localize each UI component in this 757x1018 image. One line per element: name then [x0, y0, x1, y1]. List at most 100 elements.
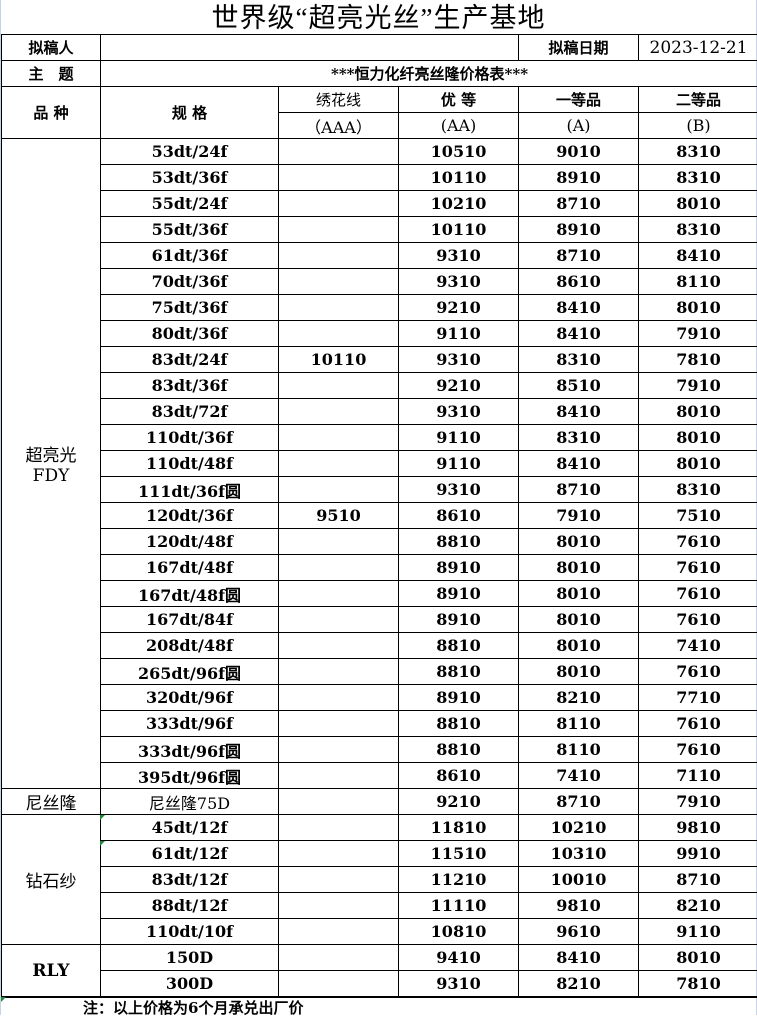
embroidery-price[interactable]	[279, 971, 399, 997]
second-grade-price[interactable]: 9110	[639, 919, 757, 945]
second-grade-price[interactable]: 7810	[639, 347, 757, 373]
second-grade-price[interactable]: 7610	[639, 711, 757, 737]
spec-cell[interactable]: 75dt/36f	[101, 295, 279, 321]
second-grade-price[interactable]: 8210	[639, 893, 757, 919]
premium-price[interactable]: 8810	[399, 737, 519, 763]
spec-cell[interactable]: 尼丝隆75D	[101, 789, 279, 815]
first-grade-price[interactable]: 8710	[519, 191, 639, 217]
embroidery-price[interactable]	[279, 685, 399, 711]
second-grade-price[interactable]: 8410	[639, 243, 757, 269]
premium-price[interactable]: 9210	[399, 789, 519, 815]
embroidery-price[interactable]	[279, 815, 399, 841]
first-grade-price[interactable]: 8410	[519, 451, 639, 477]
first-grade-price[interactable]: 8210	[519, 685, 639, 711]
premium-price[interactable]: 11210	[399, 867, 519, 893]
spec-cell[interactable]: 61dt/36f	[101, 243, 279, 269]
spec-cell[interactable]: 83dt/36f	[101, 373, 279, 399]
spec-cell[interactable]: 55dt/36f	[101, 217, 279, 243]
spec-cell[interactable]: 265dt/96f圆	[101, 659, 279, 685]
first-grade-price[interactable]: 10210	[519, 815, 639, 841]
spec-cell[interactable]: 208dt/48f	[101, 633, 279, 659]
embroidery-price[interactable]	[279, 425, 399, 451]
spec-cell[interactable]: 395dt/96f圆	[101, 763, 279, 789]
spec-cell[interactable]: 300D	[101, 971, 279, 997]
embroidery-price[interactable]	[279, 217, 399, 243]
second-grade-price[interactable]: 8010	[639, 295, 757, 321]
embroidery-price[interactable]	[279, 659, 399, 685]
premium-price[interactable]: 11110	[399, 893, 519, 919]
premium-price[interactable]: 9310	[399, 399, 519, 425]
premium-price[interactable]: 9310	[399, 477, 519, 503]
premium-price[interactable]: 10510	[399, 139, 519, 165]
second-grade-price[interactable]: 7610	[639, 581, 757, 607]
embroidery-price[interactable]	[279, 165, 399, 191]
spec-cell[interactable]: 167dt/48f圆	[101, 581, 279, 607]
second-grade-price[interactable]: 7510	[639, 503, 757, 529]
second-grade-price[interactable]: 7610	[639, 737, 757, 763]
second-grade-price[interactable]: 7910	[639, 321, 757, 347]
premium-price[interactable]: 8910	[399, 581, 519, 607]
spec-cell[interactable]: 70dt/36f	[101, 269, 279, 295]
spec-cell[interactable]: 333dt/96f圆	[101, 737, 279, 763]
embroidery-price[interactable]	[279, 477, 399, 503]
premium-price[interactable]: 8610	[399, 763, 519, 789]
embroidery-price[interactable]	[279, 269, 399, 295]
spec-cell[interactable]: 83dt/72f	[101, 399, 279, 425]
spec-cell[interactable]: 110dt/36f	[101, 425, 279, 451]
first-grade-price[interactable]: 8210	[519, 971, 639, 997]
second-grade-price[interactable]: 9810	[639, 815, 757, 841]
embroidery-price[interactable]	[279, 581, 399, 607]
premium-price[interactable]: 11810	[399, 815, 519, 841]
subject-value[interactable]: ***恒力化纤亮丝隆价格表***	[101, 61, 757, 87]
second-grade-price[interactable]: 8110	[639, 269, 757, 295]
second-grade-price[interactable]: 7610	[639, 659, 757, 685]
embroidery-price[interactable]	[279, 321, 399, 347]
second-grade-price[interactable]: 7810	[639, 971, 757, 997]
embroidery-price[interactable]	[279, 399, 399, 425]
premium-price[interactable]: 9310	[399, 347, 519, 373]
first-grade-price[interactable]: 8410	[519, 295, 639, 321]
drafter-value[interactable]	[101, 35, 519, 61]
embroidery-price[interactable]	[279, 893, 399, 919]
first-grade-price[interactable]: 8510	[519, 373, 639, 399]
spec-cell[interactable]: 120dt/48f	[101, 529, 279, 555]
spec-cell[interactable]: 333dt/96f	[101, 711, 279, 737]
spec-cell[interactable]: 150D	[101, 945, 279, 971]
premium-price[interactable]: 8910	[399, 685, 519, 711]
embroidery-price[interactable]	[279, 607, 399, 633]
premium-price[interactable]: 9410	[399, 945, 519, 971]
premium-price[interactable]: 9210	[399, 373, 519, 399]
spec-cell[interactable]: 45dt/12f	[101, 815, 279, 841]
spec-cell[interactable]: 61dt/12f	[101, 841, 279, 867]
first-grade-price[interactable]: 8310	[519, 425, 639, 451]
premium-price[interactable]: 10110	[399, 165, 519, 191]
second-grade-price[interactable]: 8010	[639, 399, 757, 425]
embroidery-price[interactable]	[279, 789, 399, 815]
first-grade-price[interactable]: 8710	[519, 789, 639, 815]
premium-price[interactable]: 9210	[399, 295, 519, 321]
spec-cell[interactable]: 320dt/96f	[101, 685, 279, 711]
second-grade-price[interactable]: 7610	[639, 529, 757, 555]
second-grade-price[interactable]: 7710	[639, 685, 757, 711]
premium-price[interactable]: 9310	[399, 243, 519, 269]
spec-cell[interactable]: 83dt/12f	[101, 867, 279, 893]
spec-cell[interactable]: 167dt/48f	[101, 555, 279, 581]
premium-price[interactable]: 9310	[399, 971, 519, 997]
embroidery-price[interactable]	[279, 763, 399, 789]
embroidery-price[interactable]	[279, 295, 399, 321]
embroidery-price[interactable]	[279, 919, 399, 945]
embroidery-price[interactable]	[279, 451, 399, 477]
spec-cell[interactable]: 55dt/24f	[101, 191, 279, 217]
second-grade-price[interactable]: 7910	[639, 789, 757, 815]
second-grade-price[interactable]: 8710	[639, 867, 757, 893]
embroidery-price[interactable]	[279, 139, 399, 165]
embroidery-price[interactable]	[279, 633, 399, 659]
premium-price[interactable]: 9310	[399, 269, 519, 295]
premium-price[interactable]: 8910	[399, 607, 519, 633]
second-grade-price[interactable]: 8310	[639, 217, 757, 243]
first-grade-price[interactable]: 8110	[519, 711, 639, 737]
second-grade-price[interactable]: 8310	[639, 477, 757, 503]
spec-cell[interactable]: 110dt/48f	[101, 451, 279, 477]
premium-price[interactable]: 8910	[399, 555, 519, 581]
date-value[interactable]: 2023-12-21	[639, 35, 757, 61]
